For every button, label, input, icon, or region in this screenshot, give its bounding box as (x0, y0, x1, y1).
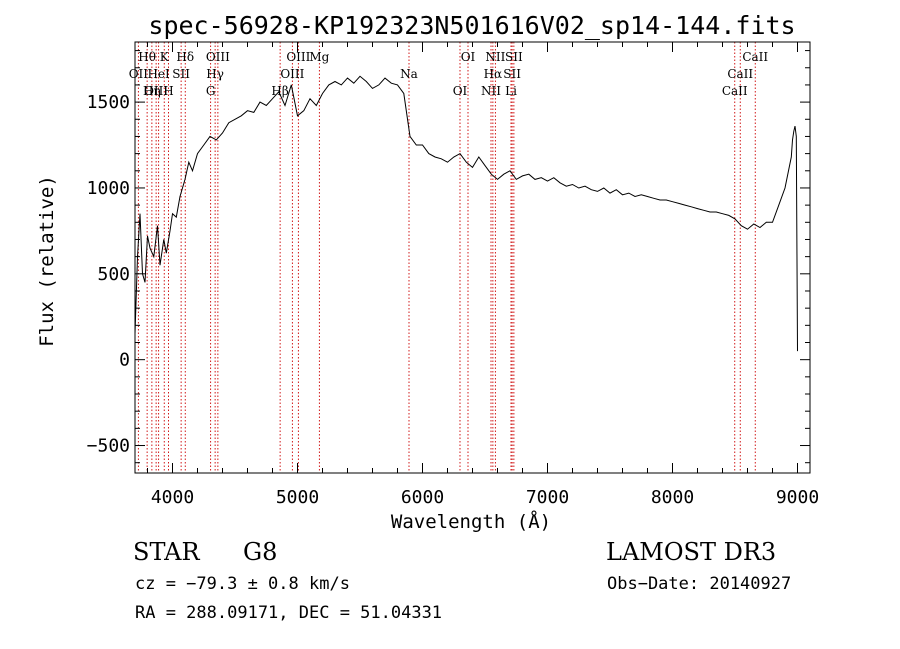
line-label-19: Hα (484, 67, 503, 81)
object-subclass: G8 (243, 538, 278, 566)
x-tick-label: 9000 (776, 487, 819, 508)
line-label-20: NII (481, 84, 501, 98)
spectral-line-markers (137, 42, 756, 473)
line-label-22: SII (503, 67, 521, 81)
spectrum-line (134, 75, 798, 352)
y-tick-label: 0 (119, 350, 130, 371)
line-label-18: OI (461, 50, 476, 64)
line-label-15: Mg (309, 50, 329, 64)
survey-name: LAMOST DR3 (606, 538, 777, 566)
line-label-13: OIII (280, 67, 304, 81)
line-label-7: SII (172, 67, 190, 81)
line-label-24: SII (505, 50, 523, 64)
line-label-9: OIII (206, 50, 230, 64)
object-type: STAR (133, 538, 200, 566)
line-label-8: H (163, 84, 173, 98)
line-label-3: K (160, 50, 170, 64)
x-tick-label: 7000 (526, 487, 569, 508)
y-tick-label: 1000 (87, 178, 130, 199)
line-label-11: G (206, 84, 216, 98)
plot-frame (134, 41, 811, 474)
line-label-10: Hγ (206, 67, 224, 81)
line-label-21: NII (485, 50, 505, 64)
line-label-23: Li (505, 84, 517, 98)
line-label-17: OI (453, 84, 468, 98)
observation-date: Obs−Date: 20140927 (607, 574, 792, 594)
line-label-5: Hη (143, 84, 161, 98)
y-tick-label: 1500 (87, 92, 130, 113)
y-tick-label: −500 (87, 436, 130, 457)
y-axis-label: Flux (relative) (36, 175, 58, 347)
line-label-4: HeI (147, 67, 170, 81)
x-tick-label: 5000 (276, 487, 319, 508)
y-tick-label: 500 (97, 264, 130, 285)
y-axis-ticks: −500 0 500 1000 1500 (87, 50, 810, 464)
line-label-1: OII (129, 67, 149, 81)
line-label-16: Na (400, 67, 418, 81)
chart-title: spec-56928-KP192323N501616V02_sp14-144.f… (148, 11, 795, 40)
x-axis-ticks: 4000 5000 6000 7000 8000 9000 (147, 42, 819, 508)
line-label-0: Hθ (138, 50, 156, 64)
x-tick-label: 8000 (651, 487, 694, 508)
line-label-27: CaII (742, 50, 768, 64)
line-label-25: CaII (727, 67, 753, 81)
line-label-6: Hδ (176, 50, 194, 64)
line-label-2: OIII (144, 84, 168, 98)
line-label-12: OIII (286, 50, 310, 64)
redshift-velocity: cz = −79.3 ± 0.8 km/s (135, 574, 350, 594)
line-label-26: CaII (722, 84, 748, 98)
x-tick-label: 6000 (401, 487, 444, 508)
x-axis-label: Wavelength (Å) (391, 510, 551, 533)
spectral-line-labels: HθOIIOIIIKHeIHηHδSIIHOIIIHγGOIIIOIIIHβMg… (129, 50, 769, 98)
x-tick-label: 4000 (151, 487, 194, 508)
ra-dec-coordinates: RA = 288.09171, DEC = 51.04331 (135, 603, 443, 623)
